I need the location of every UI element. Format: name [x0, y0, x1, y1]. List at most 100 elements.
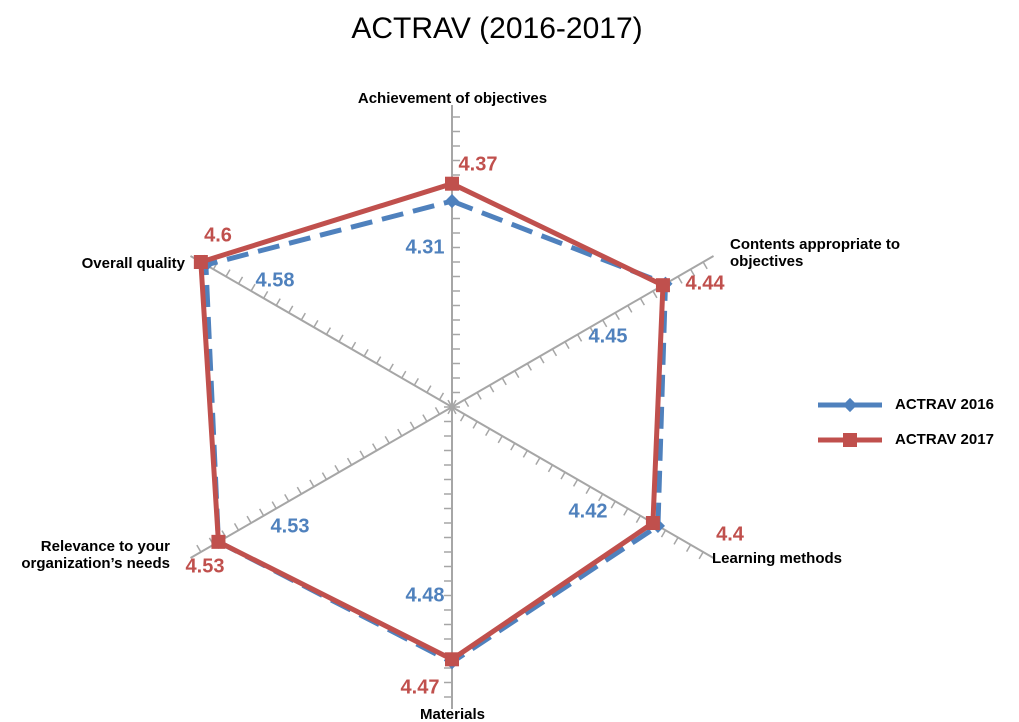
axis-line	[189, 406, 453, 559]
tick-mark	[397, 428, 403, 437]
tick-mark	[535, 457, 541, 466]
tick-mark	[564, 341, 570, 350]
tick-mark	[598, 493, 604, 502]
tick-mark	[589, 326, 595, 335]
tick-mark	[614, 312, 620, 321]
tick-mark	[413, 377, 419, 386]
tick-mark	[610, 500, 616, 509]
tick-mark	[388, 363, 394, 372]
tick-mark	[225, 269, 231, 277]
tick-mark	[334, 464, 340, 473]
legend-label: ACTRAV 2017	[895, 431, 994, 448]
tick-mark	[309, 479, 315, 488]
tick-mark	[639, 297, 646, 306]
chart-title: ACTRAV (2016-2017)	[351, 12, 642, 45]
category-label: Achievement of objectives	[357, 90, 548, 107]
legend-marker	[843, 433, 857, 447]
data-label: 4.37	[459, 153, 498, 175]
tick-mark	[275, 298, 281, 306]
tick-mark	[459, 413, 466, 422]
tick-mark	[426, 385, 432, 393]
tick-mark	[262, 290, 269, 299]
tick-mark	[438, 392, 445, 401]
tick-mark	[526, 363, 532, 371]
tick-mark	[673, 537, 679, 545]
tick-mark	[363, 348, 369, 357]
tick-mark	[338, 334, 344, 343]
tick-mark	[376, 356, 382, 364]
legend-label: ACTRAV 2016	[895, 396, 994, 413]
tick-mark	[539, 355, 545, 364]
tick-mark	[196, 544, 202, 553]
tick-mark	[514, 370, 520, 379]
tick-mark	[350, 341, 357, 350]
diamond-marker	[444, 194, 460, 209]
tick-mark	[237, 276, 244, 285]
tick-mark	[602, 319, 608, 328]
tick-mark	[401, 370, 407, 379]
tick-mark	[685, 544, 692, 553]
tick-mark	[497, 435, 503, 444]
axis-line	[451, 255, 715, 408]
tick-mark	[652, 290, 658, 299]
tick-mark	[501, 377, 507, 386]
data-label: 4.44	[686, 272, 726, 294]
tick-mark	[288, 305, 294, 314]
tick-mark	[476, 392, 482, 400]
axis-line	[451, 406, 715, 559]
category-label: Materials	[419, 706, 486, 722]
tick-mark	[359, 450, 365, 459]
data-label: 4.42	[569, 500, 608, 522]
data-label: 4.53	[271, 515, 310, 537]
legend-marker	[842, 397, 858, 413]
tick-mark	[485, 428, 491, 437]
data-label: 4.31	[406, 236, 445, 258]
tick-mark	[576, 334, 583, 342]
tick-mark	[372, 443, 378, 451]
tick-mark	[271, 501, 277, 509]
tick-mark	[660, 529, 667, 538]
tick-mark	[233, 522, 240, 531]
tick-mark	[463, 399, 470, 408]
tick-mark	[325, 327, 332, 335]
axis-line	[189, 255, 453, 408]
tick-mark	[623, 508, 629, 516]
category-label: Overall quality	[81, 255, 185, 272]
tick-mark	[300, 312, 306, 321]
tick-mark	[635, 515, 642, 524]
tick-mark	[627, 305, 633, 313]
data-label: 4.6	[204, 224, 232, 246]
tick-mark	[689, 268, 696, 277]
square-marker	[193, 255, 208, 269]
tick-mark	[510, 442, 516, 451]
square-marker	[645, 516, 660, 530]
tick-mark	[472, 421, 478, 429]
square-marker	[655, 278, 670, 293]
tick-mark	[258, 508, 265, 517]
square-marker	[445, 176, 459, 191]
data-label: 4.53	[186, 555, 225, 577]
tick-mark	[522, 450, 528, 458]
tick-mark	[250, 283, 256, 292]
category-label: Learning methods	[712, 550, 843, 567]
tick-mark	[284, 493, 290, 502]
tick-mark	[702, 261, 708, 270]
data-label: 4.45	[589, 325, 628, 347]
tick-mark	[409, 421, 415, 430]
tick-mark	[560, 471, 566, 480]
tick-mark	[313, 319, 319, 328]
tick-mark	[321, 472, 328, 480]
tick-mark	[698, 551, 704, 560]
tick-mark	[677, 276, 683, 284]
square-marker	[211, 534, 226, 549]
tick-mark	[296, 486, 302, 495]
tick-mark	[551, 348, 558, 357]
data-label: 4.58	[256, 269, 295, 291]
tick-mark	[489, 384, 495, 393]
tick-mark	[547, 464, 554, 473]
category-label: Relevance to your organization’s needs	[21, 538, 170, 572]
category-label: Contents appropriate to objectives	[730, 236, 901, 270]
tick-mark	[422, 414, 428, 422]
